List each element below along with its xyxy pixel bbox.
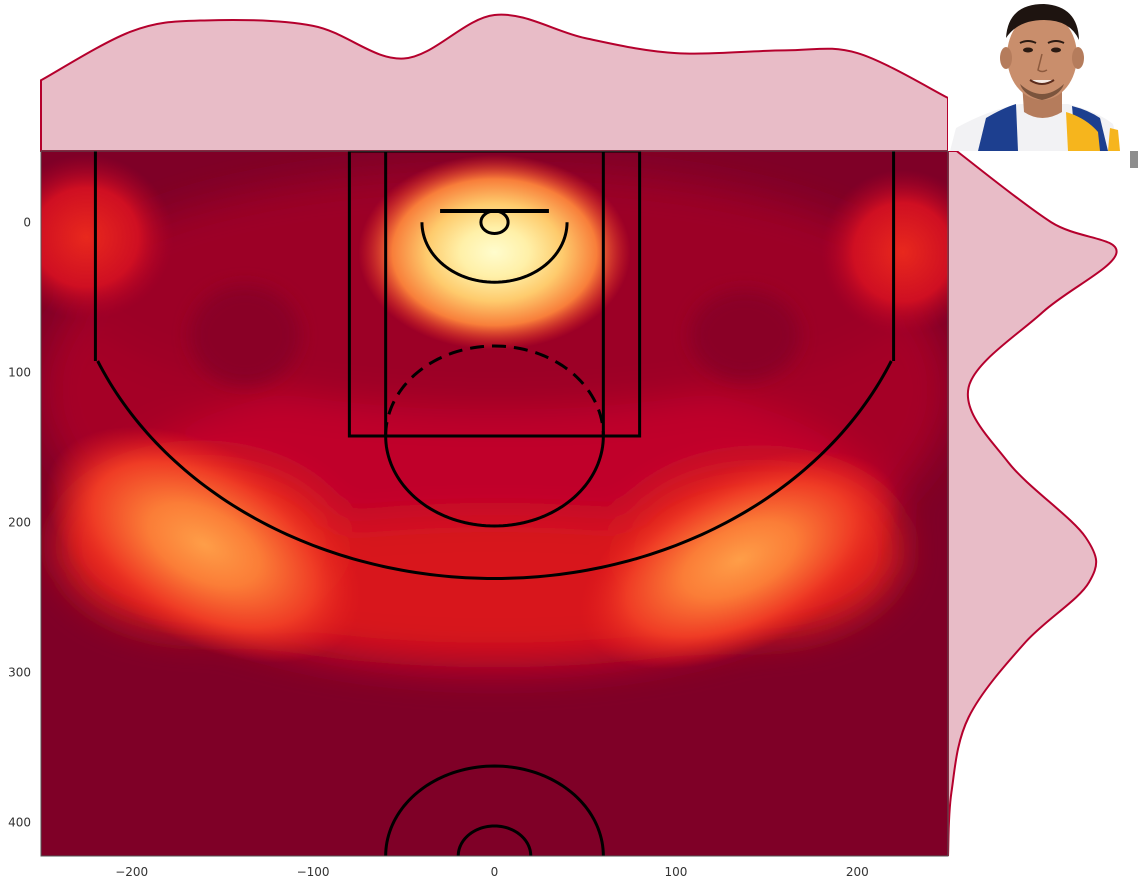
- center-circle-outer: [384, 764, 605, 856]
- three-point-arc: [96, 360, 893, 581]
- hotspot-rim: [358, 154, 631, 350]
- hotspot-left-corner: [41, 154, 174, 320]
- x-axis-ticks: −200 −100 0 100 200: [115, 865, 869, 879]
- x-tick-label: −100: [297, 865, 330, 879]
- hotspot-left-wing-three: [45, 426, 364, 663]
- player-photo: [948, 0, 1138, 168]
- x-tick-label: 100: [664, 865, 687, 879]
- marginal-y-density: [947, 150, 1118, 857]
- kde-heatmap: [41, 151, 948, 856]
- center-circle-inner: [456, 824, 533, 856]
- y-tick-label: 400: [8, 815, 31, 829]
- y-tick-label: 200: [8, 515, 31, 529]
- y-tick-label: 100: [8, 365, 31, 379]
- x-tick-label: 200: [846, 865, 869, 879]
- hotspot-right-wing-three: [578, 450, 901, 670]
- plot-frame: [40, 150, 949, 857]
- free-throw-circle-top: [384, 344, 605, 437]
- court-lines: [93, 151, 896, 856]
- y-axis-ticks: 0 100 200 300 400: [8, 215, 31, 829]
- restricted-area: [420, 222, 569, 284]
- y-tick-label: 300: [8, 665, 31, 679]
- marginal-x-density: [40, 13, 949, 152]
- free-throw-circle-bottom: [384, 435, 605, 528]
- x-tick-label: 0: [491, 865, 499, 879]
- hotspot-right-corner: [821, 169, 948, 335]
- x-tick-label: −200: [115, 865, 148, 879]
- paint-inner: [384, 151, 605, 438]
- y-tick-label: 0: [23, 215, 31, 229]
